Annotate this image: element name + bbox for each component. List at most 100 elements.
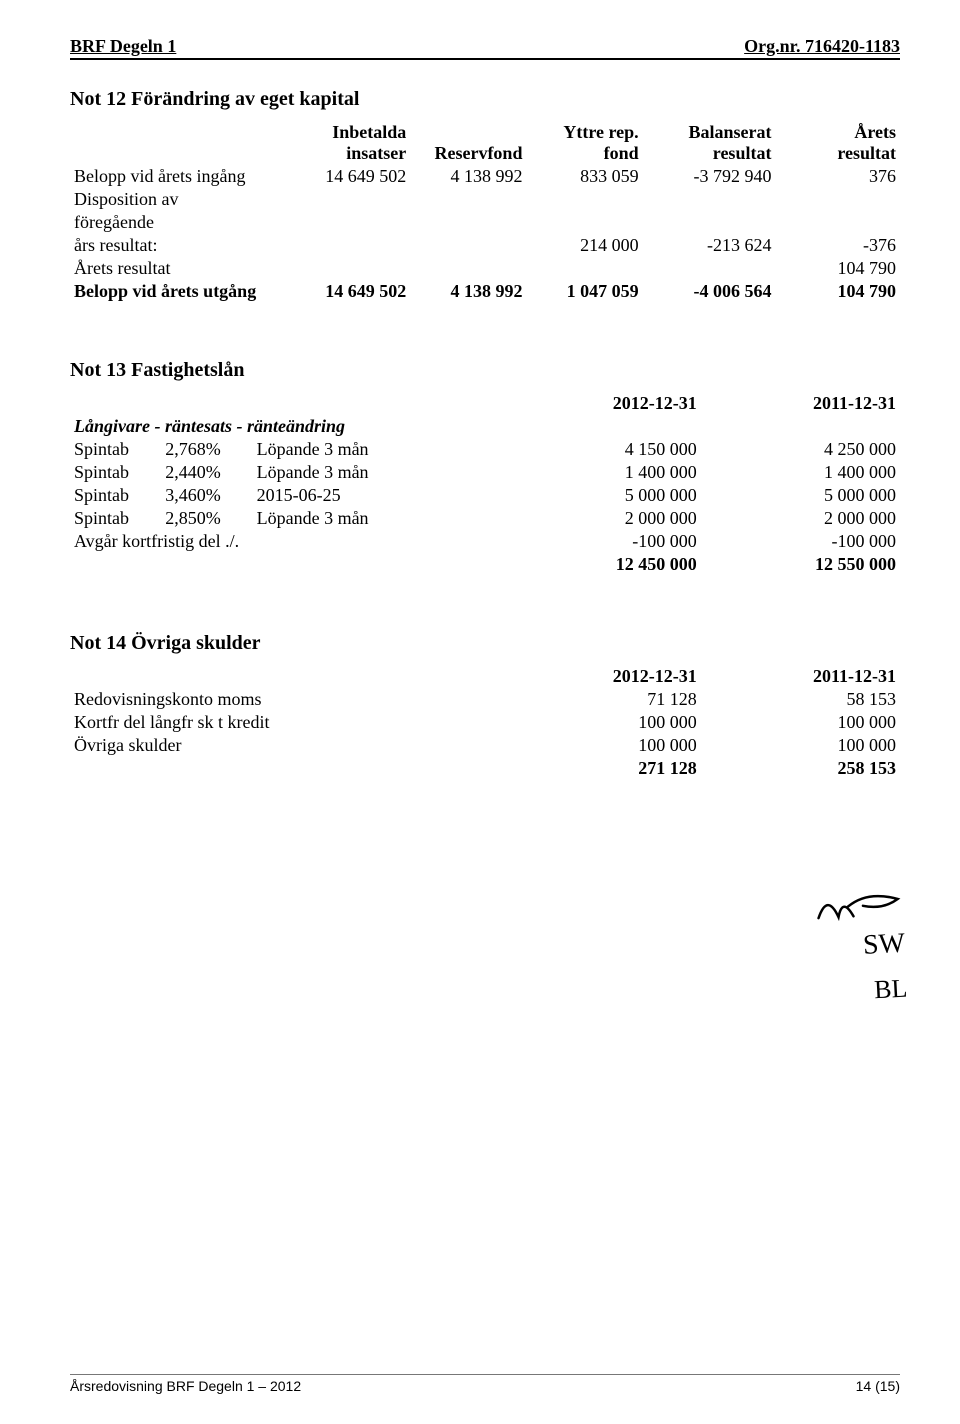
cell: 258 153 [701,757,900,780]
row-label: års resultat: [70,234,294,257]
cell: 2,850% [161,507,252,530]
cell: 4 138 992 [410,280,526,303]
cell: Spintab [70,507,161,530]
cell [294,257,410,280]
cell [526,257,642,280]
table-row: Övriga skulder 100 000 100 000 [70,734,900,757]
table-row: Belopp vid årets utgång 14 649 502 4 138… [70,280,900,303]
col-header: Inbetaldainsatser [294,121,410,165]
row-label: Belopp vid årets utgång [70,280,294,303]
row-label: Disposition av [70,188,294,211]
cell: Spintab [70,461,161,484]
col-header: 2012-12-31 [502,392,701,415]
col-header: Reservfond [410,121,526,165]
cell: Spintab [70,438,161,461]
signature-2: SW [844,930,905,961]
footer-left: Årsredovisning BRF Degeln 1 – 2012 [70,1378,301,1394]
cell: 214 000 [526,234,642,257]
table-row: Avgår kortfristig del ./. -100 000 -100 … [70,530,900,553]
cell: 12 450 000 [502,553,701,576]
cell: 2 000 000 [701,507,900,530]
cell [410,257,526,280]
cell: Löpande 3 mån [253,461,502,484]
page-header: BRF Degeln 1 Org.nr. 716420-1183 [70,36,900,60]
table-row: Redovisningskonto moms 71 128 58 153 [70,688,900,711]
cell: 100 000 [701,711,900,734]
cell: -100 000 [502,530,701,553]
header-right: Org.nr. 716420-1183 [744,36,900,57]
signature-icon [812,884,904,929]
table-header-row: Inbetaldainsatser Reservfond Yttre rep.f… [70,121,900,165]
col-header: 2011-12-31 [701,665,900,688]
cell: -213 624 [643,234,776,257]
cell: 3,460% [161,484,252,507]
cell: -3 792 940 [643,165,776,188]
note-14-table: 2012-12-31 2011-12-31 Redovisningskonto … [70,665,900,780]
cell: Spintab [70,484,161,507]
cell: Löpande 3 mån [253,438,502,461]
cell: -376 [775,234,900,257]
cell: 14 649 502 [294,280,410,303]
cell: 5 000 000 [502,484,701,507]
cell [643,257,776,280]
row-label: Belopp vid årets ingång [70,165,294,188]
table-total-row: 271 128 258 153 [70,757,900,780]
col-header: Yttre rep.fond [526,121,642,165]
cell: 2,440% [161,461,252,484]
cell: Löpande 3 mån [253,507,502,530]
note-14-title: Not 14 Övriga skulder [70,632,900,655]
cell: 104 790 [775,280,900,303]
cell: 12 550 000 [701,553,900,576]
table-row: Belopp vid årets ingång 14 649 502 4 138… [70,165,900,188]
cell: 1 400 000 [502,461,701,484]
note-14: Not 14 Övriga skulder 2012-12-31 2011-12… [70,632,900,780]
page: BRF Degeln 1 Org.nr. 716420-1183 Not 12 … [0,0,960,1424]
cell: 100 000 [502,711,701,734]
col-header: 2011-12-31 [701,392,900,415]
col-header: Åretsresultat [775,121,900,165]
cell: 1 400 000 [701,461,900,484]
signature-3: BL [817,976,908,1007]
table-total-row: 12 450 000 12 550 000 [70,553,900,576]
table-row: års resultat: 214 000 -213 624 -376 [70,234,900,257]
cell: 5 000 000 [701,484,900,507]
cell: 833 059 [526,165,642,188]
signatures: SW BL [812,884,908,1007]
row-label: föregående [70,211,294,234]
signature-1 [812,884,904,935]
page-footer: Årsredovisning BRF Degeln 1 – 2012 14 (1… [70,1374,900,1394]
note-12: Not 12 Förändring av eget kapital Inbeta… [70,88,900,303]
row-label: Årets resultat [70,257,294,280]
cell: 2,768% [161,438,252,461]
col-header: Balanseratresultat [643,121,776,165]
cell: 104 790 [775,257,900,280]
note-12-title: Not 12 Förändring av eget kapital [70,88,900,111]
col-header: 2012-12-31 [502,665,701,688]
header-left: BRF Degeln 1 [70,36,176,57]
cell: 376 [775,165,900,188]
cell [294,234,410,257]
cell: 71 128 [502,688,701,711]
note-13-title: Not 13 Fastighetslån [70,359,900,382]
table-row: Spintab 3,460% 2015-06-25 5 000 000 5 00… [70,484,900,507]
table-subheader-row: Långivare - räntesats - ränteändring [70,415,900,438]
cell: 1 047 059 [526,280,642,303]
note-13-table: 2012-12-31 2011-12-31 Långivare - räntes… [70,392,900,576]
cell [410,234,526,257]
note-12-table: Inbetaldainsatser Reservfond Yttre rep.f… [70,121,900,303]
table-row: Spintab 2,768% Löpande 3 mån 4 150 000 4… [70,438,900,461]
cell: 2015-06-25 [253,484,502,507]
row-label: Redovisningskonto moms [70,688,502,711]
row-label: Övriga skulder [70,734,502,757]
cell: 271 128 [502,757,701,780]
table-row: Årets resultat 104 790 [70,257,900,280]
cell: -100 000 [701,530,900,553]
subheader: Långivare - räntesats - ränteändring [70,415,502,438]
cell: 58 153 [701,688,900,711]
table-row: föregående [70,211,900,234]
footer-right: 14 (15) [856,1378,900,1394]
table-row: Spintab 2,440% Löpande 3 mån 1 400 000 1… [70,461,900,484]
cell: 4 138 992 [410,165,526,188]
cell: 4 250 000 [701,438,900,461]
row-label: Kortfr del långfr sk t kredit [70,711,502,734]
